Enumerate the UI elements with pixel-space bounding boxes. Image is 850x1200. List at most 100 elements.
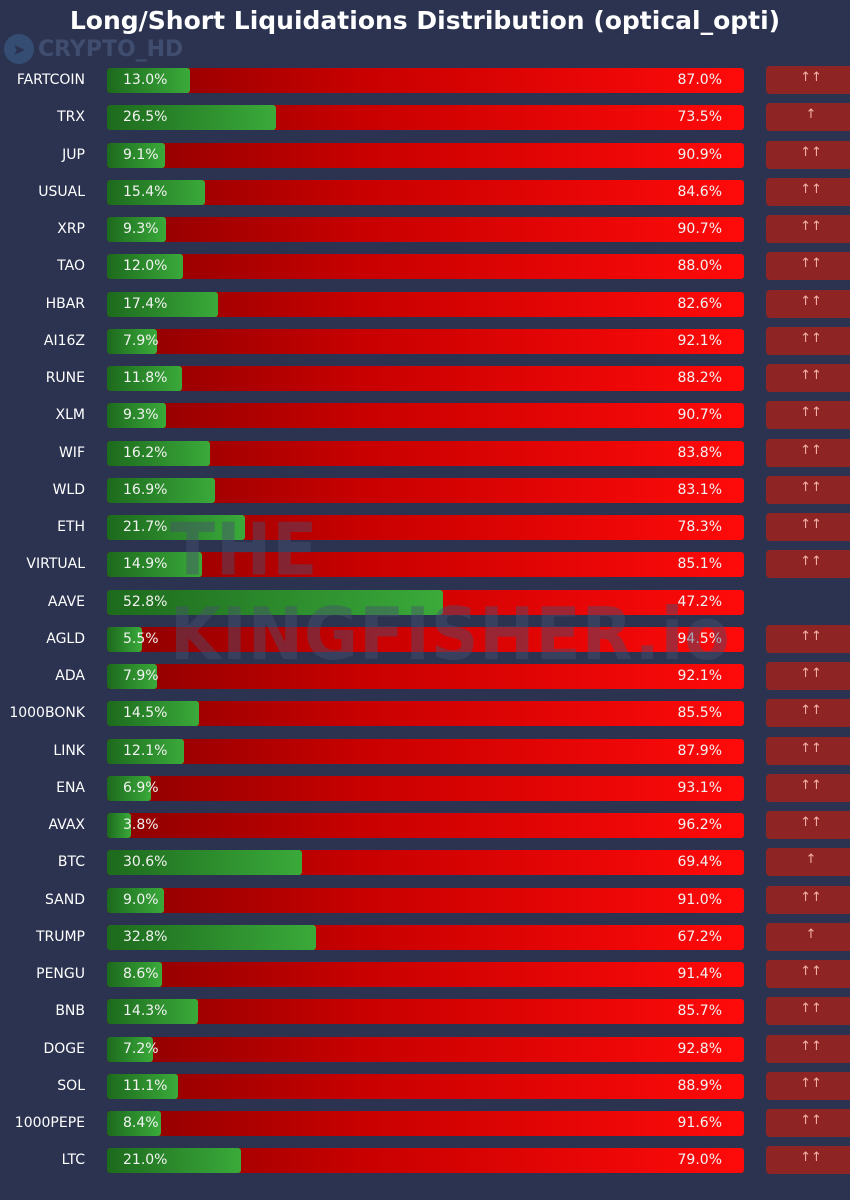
long-value-label: 8.6%	[123, 966, 159, 982]
long-value-label: 11.8%	[123, 370, 168, 386]
signal-arrow-badge: ↑	[766, 848, 850, 877]
short-bar: 21.0% 79.0%	[107, 1148, 744, 1174]
short-bar: 13.0% 87.0%	[107, 68, 744, 93]
chart-row: BTC 30.6% 69.4% ↑	[0, 848, 850, 877]
long-bar	[107, 1148, 241, 1174]
category-label: BNB	[55, 1003, 85, 1020]
category-label: 1000PEPE	[14, 1115, 85, 1131]
short-bar: 6.9% 93.1%	[107, 775, 744, 801]
short-value-label: 85.5%	[677, 705, 722, 722]
chart-title: Long/Short Liquidations Distribution (op…	[69, 6, 781, 35]
short-bar: 15.4% 84.6%	[107, 179, 744, 205]
long-value-label: 15.4%	[123, 183, 168, 200]
long-value-label: 14.9%	[123, 556, 168, 573]
short-bar: 7.9% 92.1%	[107, 328, 744, 354]
long-bar	[107, 328, 158, 354]
short-bar: 3.8% 96.2%	[107, 813, 744, 838]
category-label: XLM	[55, 407, 85, 424]
category-label: TRUMP	[35, 928, 85, 945]
long-value-label: 5.5%	[123, 630, 159, 647]
chart-row: AI16Z 7.9% 92.1% ↑↑	[0, 326, 850, 355]
long-bar	[107, 142, 165, 168]
category-label: AGLD	[46, 630, 85, 647]
short-value-label: 92.1%	[677, 332, 722, 349]
short-bar: 11.8% 88.2%	[107, 366, 744, 391]
category-label: FARTCOIN	[16, 72, 85, 88]
signal-arrow-badge: ↑↑	[766, 475, 850, 504]
chart-row: SAND 9.0% 91.0% ↑↑	[0, 885, 850, 914]
short-value-label: 88.9%	[677, 1077, 722, 1094]
chart-row: LTC 21.0% 79.0% ↑↑	[0, 1146, 850, 1175]
long-value-label: 14.5%	[123, 705, 168, 722]
category-label: AI16Z	[43, 332, 85, 349]
long-bar	[107, 1036, 153, 1062]
signal-arrow-badge: ↑↑	[766, 215, 850, 243]
category-label: RUNE	[45, 370, 85, 386]
chart-row: HBAR 17.4% 82.6% ↑↑	[0, 289, 850, 318]
short-bar: 12.1% 87.9%	[107, 738, 744, 764]
signal-arrow-badge: ↑	[766, 922, 850, 951]
short-value-label: 90.7%	[677, 221, 722, 237]
short-bar: 14.9% 85.1%	[107, 552, 744, 578]
short-bar: 14.5% 85.5%	[107, 701, 744, 727]
short-value-label: 69.4%	[677, 854, 722, 871]
short-bar: 7.2% 92.8%	[107, 1036, 744, 1062]
short-bar: 17.4% 82.6%	[107, 291, 744, 317]
long-value-label: 14.3%	[123, 1003, 168, 1020]
long-value-label: 7.9%	[123, 668, 159, 684]
category-label: USUAL	[38, 183, 85, 200]
long-bar	[107, 68, 190, 93]
short-bar: 21.7% 78.3%	[107, 515, 744, 540]
signal-arrow-badge: ↑↑	[766, 885, 850, 914]
telegram-icon: ➤	[4, 34, 34, 64]
chart-row: AVAX 3.8% 96.2% ↑↑	[0, 811, 850, 839]
category-label: ETH	[57, 519, 85, 535]
short-value-label: 96.2%	[677, 817, 722, 833]
long-value-label: 17.4%	[123, 295, 168, 312]
long-bar	[107, 887, 165, 913]
chart-row: XLM 9.3% 90.7% ↑↑	[0, 401, 850, 430]
short-value-label: 73.5%	[677, 109, 722, 126]
chart-row: USUAL 15.4% 84.6% ↑↑	[0, 177, 850, 206]
category-label: WLD	[52, 481, 85, 498]
long-value-label: 52.8%	[123, 593, 168, 610]
signal-arrow-badge: ↑↑	[766, 289, 850, 318]
category-label: ADA	[55, 668, 85, 684]
chart-row: 1000PEPE 8.4% 91.6% ↑↑	[0, 1109, 850, 1137]
long-value-label: 9.3%	[123, 407, 159, 424]
signal-arrow-badge: ↑	[766, 103, 850, 132]
long-bar	[107, 254, 184, 280]
short-value-label: 92.8%	[677, 1040, 722, 1057]
short-bar: 52.8% 47.2%	[107, 589, 744, 615]
category-label: ENA	[56, 779, 85, 796]
signal-arrow-badge: ↑↑	[766, 550, 850, 579]
long-value-label: 9.3%	[123, 221, 159, 237]
short-value-label: 88.0%	[677, 258, 722, 275]
long-bar	[107, 552, 202, 578]
category-label: XRP	[57, 221, 85, 237]
short-bar: 26.5% 73.5%	[107, 105, 744, 131]
signal-arrow-badge: ↑↑	[766, 1109, 850, 1137]
long-value-label: 21.0%	[123, 1152, 168, 1169]
chart-row: TRX 26.5% 73.5% ↑	[0, 103, 850, 132]
short-bar: 9.0% 91.0%	[107, 887, 744, 913]
chart-row: WIF 16.2% 83.8% ↑↑	[0, 438, 850, 467]
short-bar: 9.3% 90.7%	[107, 217, 744, 242]
short-value-label: 67.2%	[677, 928, 722, 945]
telegram-watermark: ➤ CRYPTO_HD	[4, 34, 183, 64]
category-label: 1000BONK	[9, 705, 85, 722]
category-label: HBAR	[45, 295, 85, 312]
long-bar	[107, 515, 246, 540]
signal-arrow-badge: ↑↑	[766, 438, 850, 467]
chart-row: AAVE 52.8% 47.2%	[0, 589, 850, 616]
long-value-label: 9.0%	[123, 891, 159, 908]
signal-arrow-badge: ↑↑	[766, 997, 850, 1026]
long-bar	[107, 813, 132, 838]
short-bar: 8.6% 91.4%	[107, 962, 744, 987]
short-bar: 16.9% 83.1%	[107, 477, 744, 503]
long-value-label: 30.6%	[123, 854, 168, 871]
short-value-label: 87.0%	[677, 72, 722, 88]
long-value-label: 26.5%	[123, 109, 168, 126]
chart-row: RUNE 11.8% 88.2% ↑↑	[0, 364, 850, 392]
long-value-label: 12.0%	[123, 258, 168, 275]
